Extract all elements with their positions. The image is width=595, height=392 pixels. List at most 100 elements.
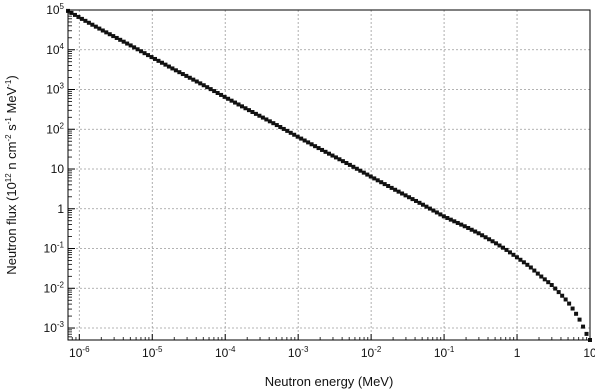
y-tick-label: 102 (46, 121, 64, 136)
data-point (208, 87, 213, 92)
y-tick-base: 10 (46, 83, 60, 97)
data-point (79, 16, 84, 21)
data-point (434, 210, 439, 215)
data-point (83, 18, 88, 23)
data-point (146, 53, 151, 58)
data-point (358, 168, 363, 173)
data-point (379, 180, 384, 185)
data-point (153, 56, 157, 61)
data-point (229, 98, 234, 103)
data-point (539, 274, 544, 279)
x-tick-labels: 10-6 10-5 10-4 10-3 10-2 10-1 1 10 (69, 345, 595, 360)
y-tick-base: 10 (44, 242, 58, 256)
y-label-text: n cm (4, 141, 19, 173)
data-point (201, 83, 206, 88)
y-tick-base: 1 (57, 202, 64, 216)
data-point (281, 126, 286, 131)
data-point (581, 324, 586, 329)
y-tick-label: 10-1 (44, 241, 65, 256)
data-point (250, 109, 255, 114)
x-tick-label: 1 (514, 346, 521, 360)
data-point (278, 125, 283, 129)
data-point (462, 224, 467, 229)
y-tick-base: 10 (44, 321, 58, 335)
y-tick-label: 10 (51, 162, 65, 176)
data-point (233, 100, 238, 105)
data-point (389, 185, 394, 190)
data-point (212, 89, 217, 94)
data-point (570, 306, 575, 311)
data-point (354, 166, 359, 171)
data-point (139, 49, 144, 54)
data-point (351, 164, 356, 169)
y-label-superscript: -2 (4, 134, 13, 142)
data-point (253, 111, 258, 116)
data-point (323, 149, 328, 154)
y-label-text: Neutron flux (10 (4, 182, 19, 275)
x-tick-label: 10-2 (361, 345, 382, 360)
data-point (177, 70, 182, 75)
data-point (549, 283, 554, 288)
y-label-text: MeV (4, 86, 19, 117)
data-point (347, 162, 352, 167)
x-tick-label: 10-5 (142, 345, 163, 360)
data-point (135, 47, 140, 52)
y-tick-label: 103 (46, 82, 64, 97)
data-point (69, 10, 74, 15)
y-label-text: s (4, 124, 19, 135)
y-tick-exponent: -1 (57, 241, 65, 250)
y-tick-exponent: 3 (60, 82, 65, 91)
data-point (104, 30, 109, 35)
data-point (327, 151, 331, 156)
data-point (306, 140, 311, 145)
data-point (431, 208, 436, 213)
data-point (382, 182, 387, 187)
data-point (396, 189, 401, 194)
data-point (194, 79, 199, 84)
data-point (264, 117, 269, 122)
data-point (111, 34, 116, 39)
data-point (260, 115, 265, 120)
data-point (427, 206, 432, 211)
data-point (532, 268, 537, 273)
data-point (501, 245, 505, 250)
data-point (525, 262, 530, 267)
data-point (166, 64, 171, 69)
data-point (257, 113, 262, 118)
data-point (403, 193, 408, 198)
data-point (240, 104, 244, 109)
data-point (407, 195, 412, 200)
data-point (490, 239, 495, 244)
x-tick-exponent: -1 (447, 345, 455, 354)
data-point (535, 271, 540, 276)
x-tick-exponent: -4 (228, 345, 236, 354)
data-point (560, 293, 565, 298)
y-label-text: ) (4, 75, 19, 79)
data-point (292, 132, 297, 137)
data-point (469, 227, 474, 232)
data-point (163, 62, 168, 67)
data-point (205, 85, 210, 90)
y-label-superscript: -1 (4, 117, 13, 125)
data-point (267, 119, 272, 124)
data-point (518, 257, 523, 262)
x-tick-base: 10 (434, 346, 448, 360)
data-point (563, 297, 568, 302)
data-point (320, 147, 325, 152)
data-point (476, 231, 481, 236)
data-point (288, 130, 293, 135)
data-point (337, 157, 342, 162)
x-tick-label: 10-1 (434, 345, 455, 360)
data-point (452, 219, 457, 224)
data-point (86, 20, 91, 25)
data-point (243, 106, 248, 111)
y-label-superscript: -1 (4, 79, 13, 87)
data-point (521, 260, 526, 265)
data-point (107, 32, 112, 37)
data-point (149, 55, 154, 60)
data-point (222, 94, 227, 99)
x-tick-exponent: -6 (82, 345, 90, 354)
x-tick-base: 10 (215, 346, 229, 360)
data-point (316, 146, 321, 151)
data-point (511, 252, 516, 257)
